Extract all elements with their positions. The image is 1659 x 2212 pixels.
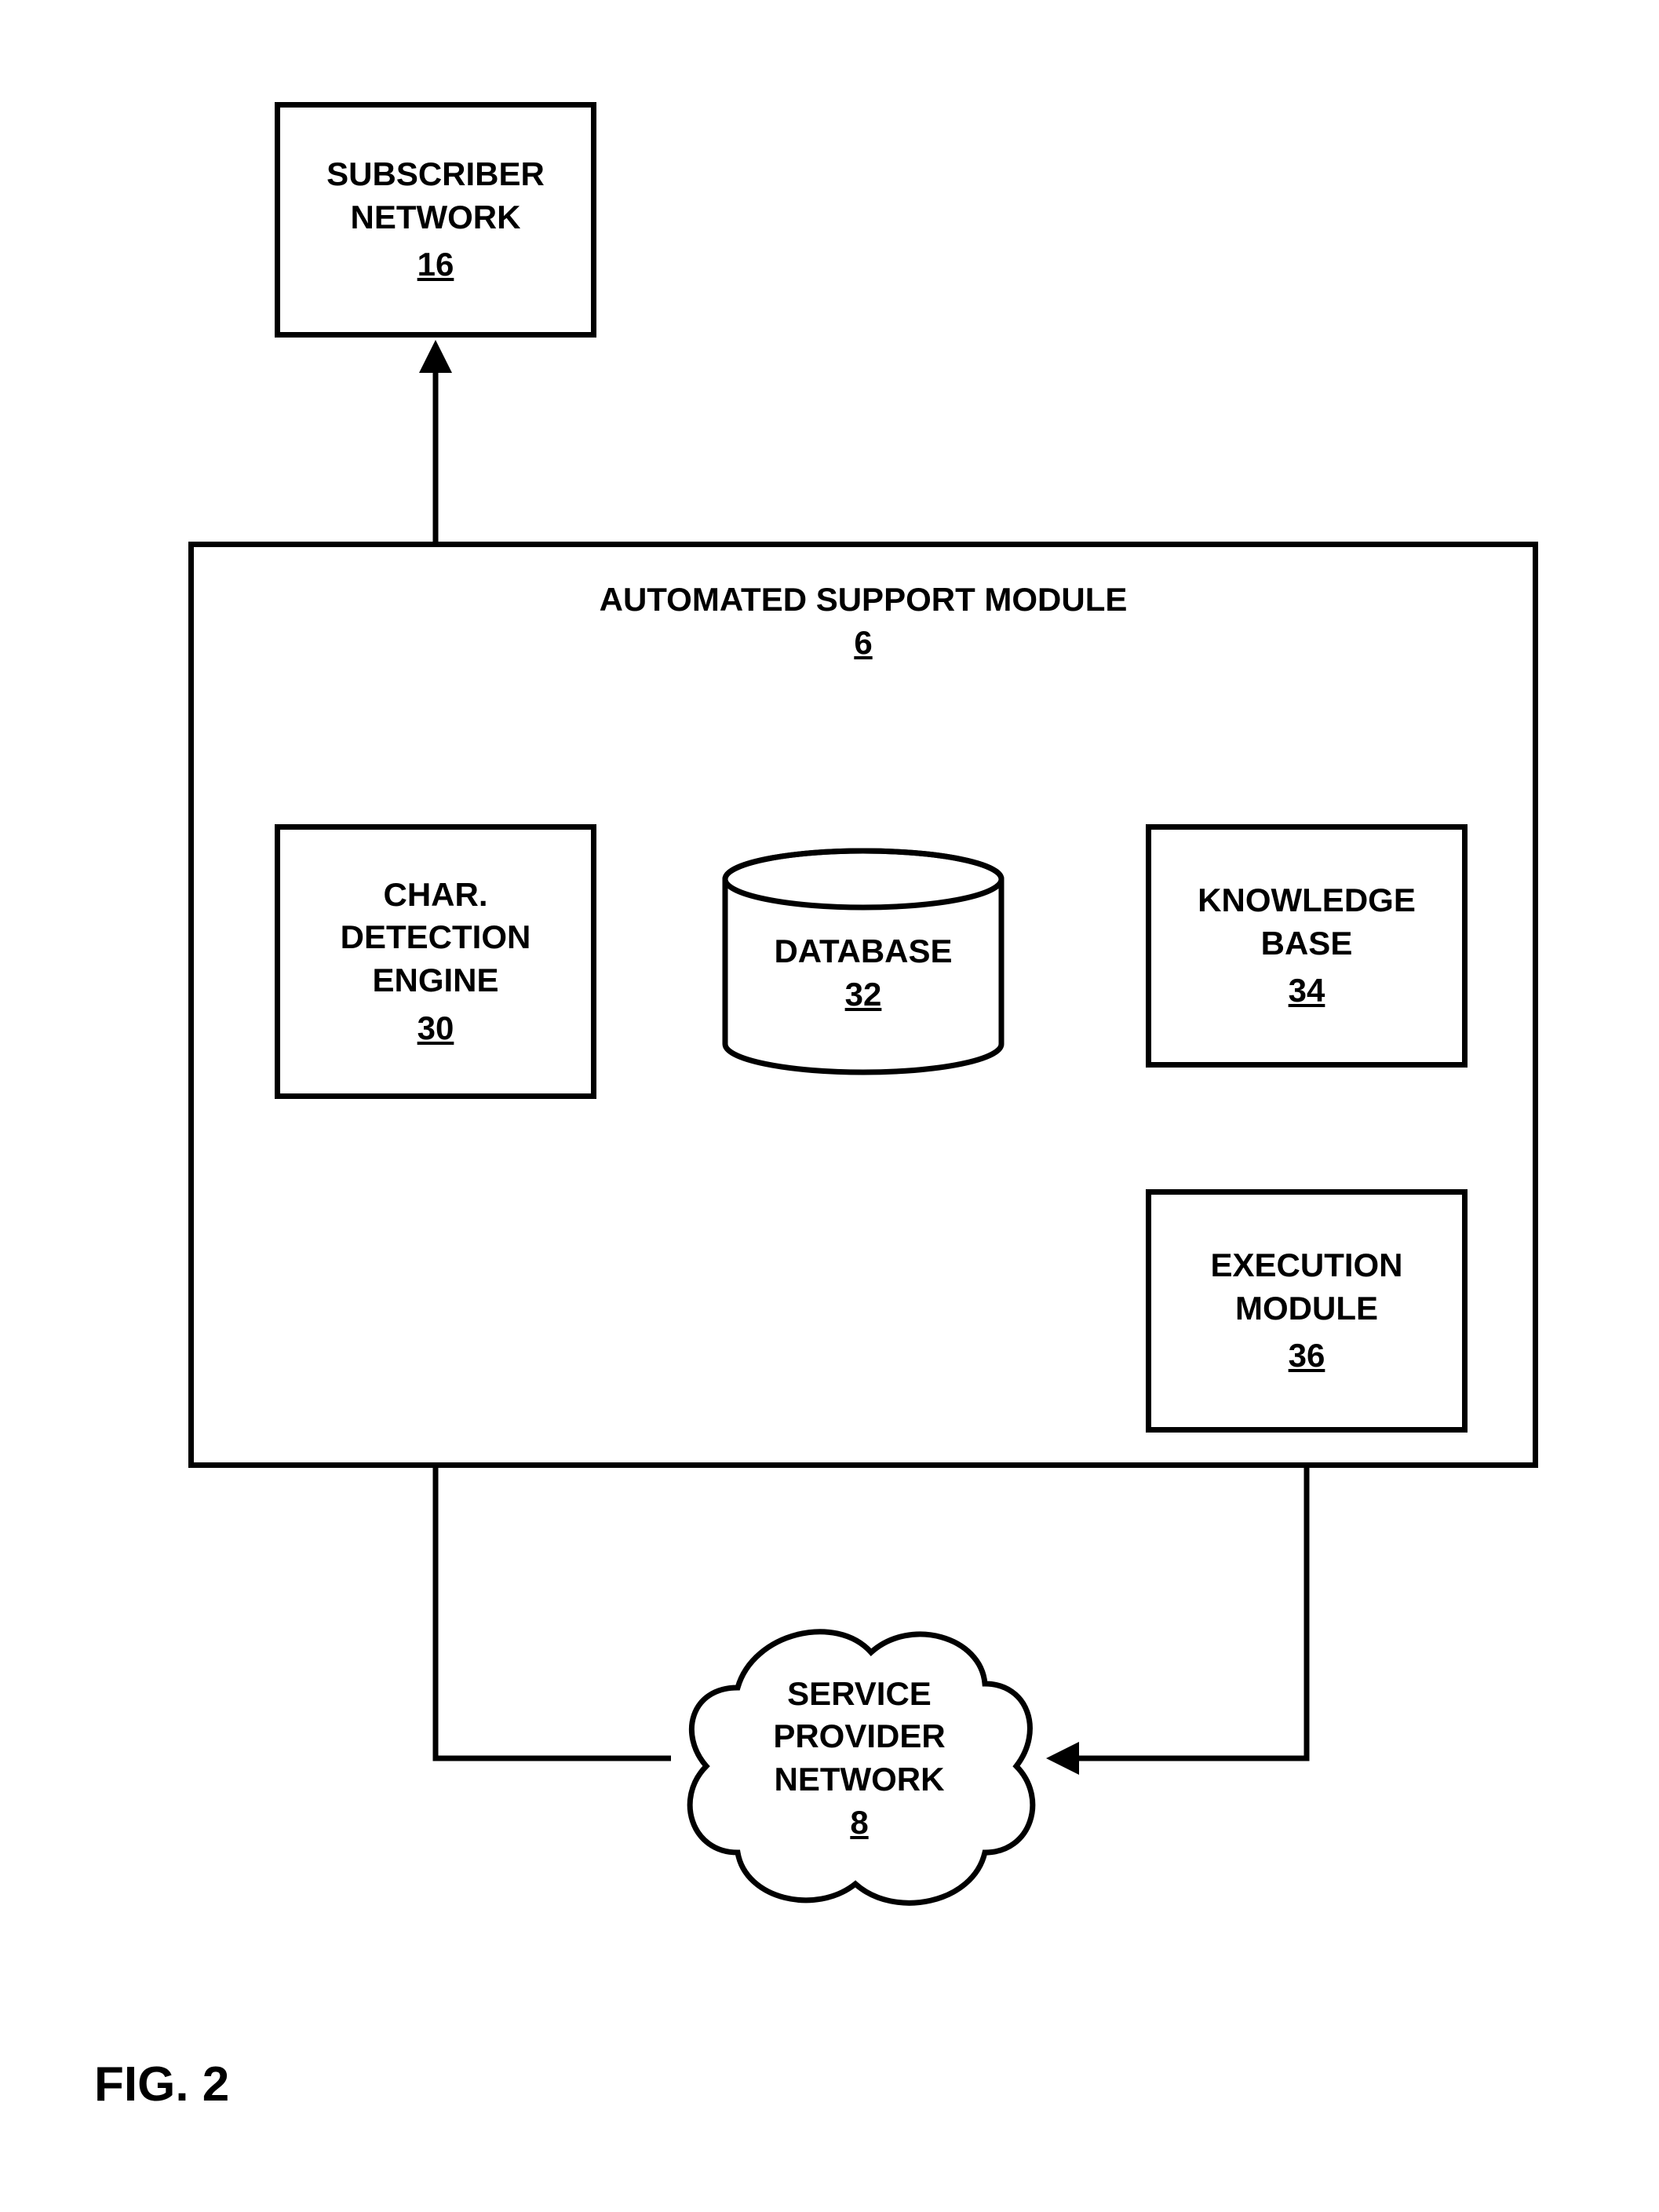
execution-module-box: EXECUTION MODULE 36 bbox=[1146, 1189, 1468, 1433]
database-label: DATABASE bbox=[774, 930, 952, 973]
figure-label: FIG. 2 bbox=[94, 2057, 229, 2112]
em-ref: 36 bbox=[1289, 1334, 1325, 1378]
automated-support-module-title: AUTOMATED SUPPORT MODULE 6 bbox=[194, 579, 1533, 664]
knowledge-base-box: KNOWLEDGE BASE 34 bbox=[1146, 824, 1468, 1068]
service-provider-network-cloud: SERVICE PROVIDER NETWORK 8 bbox=[675, 1593, 1044, 1923]
em-line1: EXECUTION bbox=[1210, 1244, 1402, 1287]
em-line2: MODULE bbox=[1235, 1287, 1378, 1330]
database-ref: 32 bbox=[845, 973, 882, 1017]
kb-line1: KNOWLEDGE bbox=[1198, 879, 1416, 922]
cde-line1: CHAR. bbox=[384, 874, 488, 917]
kb-line2: BASE bbox=[1261, 922, 1353, 965]
database-cylinder: DATABASE 32 bbox=[722, 848, 1005, 1075]
spn-line1: SERVICE bbox=[787, 1673, 932, 1716]
spn-line2: PROVIDER bbox=[773, 1715, 945, 1758]
cde-line2: DETECTION bbox=[341, 916, 531, 959]
kb-ref: 34 bbox=[1289, 969, 1325, 1013]
automated-support-module-label: AUTOMATED SUPPORT MODULE bbox=[194, 579, 1533, 622]
diagram-container: SUBSCRIBER NETWORK 16 AUTOMATED SUPPORT … bbox=[31, 31, 1628, 2149]
cde-ref: 30 bbox=[417, 1007, 454, 1050]
spn-line3: NETWORK bbox=[775, 1758, 945, 1801]
cde-line3: ENGINE bbox=[372, 959, 498, 1002]
char-detection-engine-box: CHAR. DETECTION ENGINE 30 bbox=[275, 824, 596, 1099]
spn-ref: 8 bbox=[850, 1801, 868, 1845]
automated-support-module-ref: 6 bbox=[854, 622, 872, 665]
